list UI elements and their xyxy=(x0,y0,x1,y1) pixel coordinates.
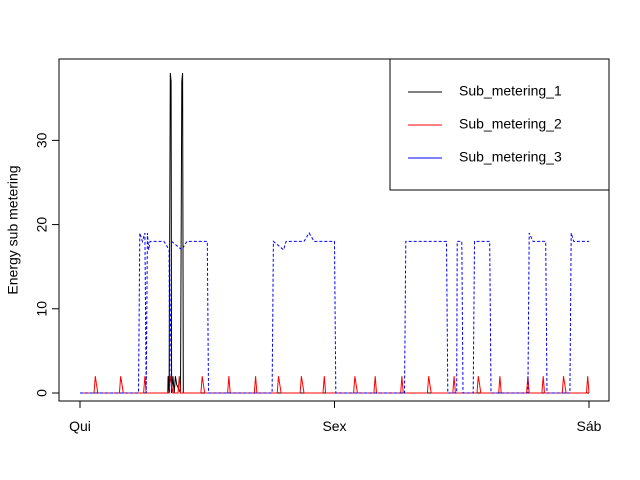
y-axis: 0 10 20 30 xyxy=(34,132,60,397)
y-axis-title: Energy sub metering xyxy=(5,165,21,294)
legend: Sub_metering_1 Sub_metering_2 Sub_metering… xyxy=(389,58,610,191)
x-axis: Qui Sex Sáb xyxy=(69,400,602,434)
y-tick-label: 20 xyxy=(34,217,50,233)
x-tick-label: Qui xyxy=(69,418,91,434)
series-line-2 xyxy=(80,376,590,394)
x-tick-label: Sex xyxy=(322,418,346,434)
y-tick-label: 10 xyxy=(34,301,50,317)
y-tick-label: 0 xyxy=(34,389,50,397)
y-tick-label: 30 xyxy=(34,132,50,148)
series-layer xyxy=(80,72,590,394)
series-line-3 xyxy=(80,232,589,394)
legend-label-3: Sub_metering_3 xyxy=(459,149,562,165)
x-tick-label: Sáb xyxy=(577,418,602,434)
legend-label-2: Sub_metering_2 xyxy=(459,116,562,132)
legend-label-1: Sub_metering_1 xyxy=(459,83,562,99)
series-line-1 xyxy=(80,72,589,394)
